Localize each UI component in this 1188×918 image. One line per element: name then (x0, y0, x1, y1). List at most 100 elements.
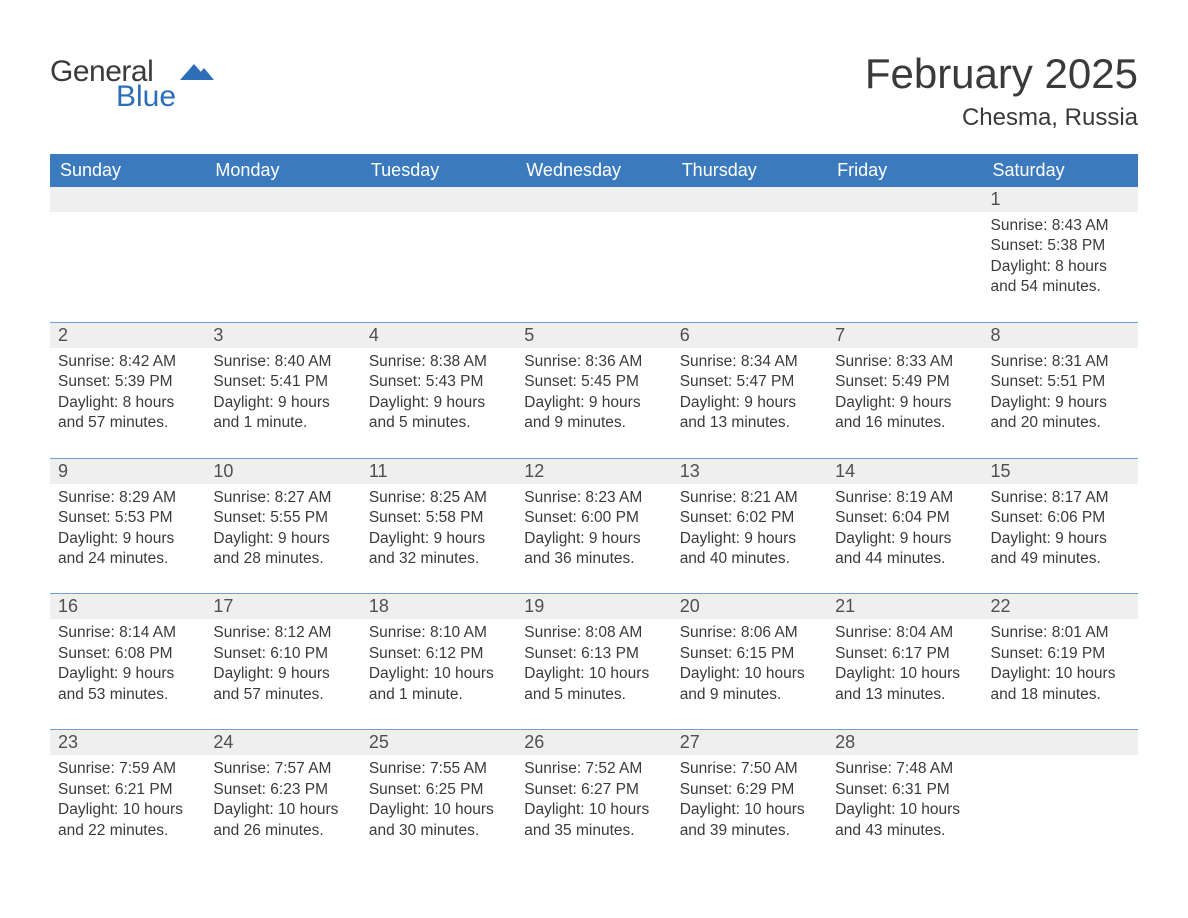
calendar-day: 4Sunrise: 8:38 AMSunset: 5:43 PMDaylight… (361, 323, 516, 458)
day-number: 18 (361, 594, 516, 619)
calendar-day-empty (672, 187, 827, 322)
sunrise-text: Sunrise: 8:31 AM (991, 352, 1130, 372)
calendar-week: 2Sunrise: 8:42 AMSunset: 5:39 PMDaylight… (50, 322, 1138, 458)
calendar-day: 11Sunrise: 8:25 AMSunset: 5:58 PMDayligh… (361, 459, 516, 594)
sunset-text: Sunset: 5:58 PM (369, 508, 508, 528)
day-details: Sunrise: 8:04 AMSunset: 6:17 PMDaylight:… (827, 619, 982, 705)
day-number: 19 (516, 594, 671, 619)
day-details: Sunrise: 8:12 AMSunset: 6:10 PMDaylight:… (205, 619, 360, 705)
sunset-text: Sunset: 5:49 PM (835, 372, 974, 392)
day-number: 9 (50, 459, 205, 484)
calendar-day: 16Sunrise: 8:14 AMSunset: 6:08 PMDayligh… (50, 594, 205, 729)
daylight-text: Daylight: 9 hours and 13 minutes. (680, 393, 819, 434)
day-details: Sunrise: 8:23 AMSunset: 6:00 PMDaylight:… (516, 484, 671, 570)
day-number: 8 (983, 323, 1138, 348)
daylight-text: Daylight: 9 hours and 28 minutes. (213, 529, 352, 570)
sunset-text: Sunset: 5:51 PM (991, 372, 1130, 392)
sunrise-text: Sunrise: 8:29 AM (58, 488, 197, 508)
calendar-day: 24Sunrise: 7:57 AMSunset: 6:23 PMDayligh… (205, 730, 360, 865)
day-number: 24 (205, 730, 360, 755)
weeks-container: 1Sunrise: 8:43 AMSunset: 5:38 PMDaylight… (50, 187, 1138, 865)
location-label: Chesma, Russia (865, 104, 1138, 132)
daylight-text: Daylight: 10 hours and 1 minute. (369, 664, 508, 705)
sunset-text: Sunset: 6:02 PM (680, 508, 819, 528)
brand-logo: General Blue (50, 58, 214, 111)
sunset-text: Sunset: 6:04 PM (835, 508, 974, 528)
sunrise-text: Sunrise: 8:27 AM (213, 488, 352, 508)
sunset-text: Sunset: 6:17 PM (835, 644, 974, 664)
daylight-text: Daylight: 9 hours and 40 minutes. (680, 529, 819, 570)
calendar-day: 21Sunrise: 8:04 AMSunset: 6:17 PMDayligh… (827, 594, 982, 729)
day-number: 14 (827, 459, 982, 484)
calendar-day-empty (50, 187, 205, 322)
sunrise-text: Sunrise: 7:50 AM (680, 759, 819, 779)
calendar-day: 1Sunrise: 8:43 AMSunset: 5:38 PMDaylight… (983, 187, 1138, 322)
day-number: 5 (516, 323, 671, 348)
day-details: Sunrise: 7:48 AMSunset: 6:31 PMDaylight:… (827, 755, 982, 841)
day-details: Sunrise: 8:36 AMSunset: 5:45 PMDaylight:… (516, 348, 671, 434)
calendar-day: 6Sunrise: 8:34 AMSunset: 5:47 PMDaylight… (672, 323, 827, 458)
day-number: 13 (672, 459, 827, 484)
day-number: 27 (672, 730, 827, 755)
daylight-text: Daylight: 9 hours and 16 minutes. (835, 393, 974, 434)
sunset-text: Sunset: 5:38 PM (991, 236, 1130, 256)
sunrise-text: Sunrise: 8:04 AM (835, 623, 974, 643)
sunrise-text: Sunrise: 8:42 AM (58, 352, 197, 372)
sunrise-text: Sunrise: 7:59 AM (58, 759, 197, 779)
calendar-day: 7Sunrise: 8:33 AMSunset: 5:49 PMDaylight… (827, 323, 982, 458)
month-title: February 2025 (865, 50, 1138, 98)
sunrise-text: Sunrise: 8:21 AM (680, 488, 819, 508)
sunset-text: Sunset: 6:23 PM (213, 780, 352, 800)
sunset-text: Sunset: 6:06 PM (991, 508, 1130, 528)
calendar-day: 12Sunrise: 8:23 AMSunset: 6:00 PMDayligh… (516, 459, 671, 594)
sunset-text: Sunset: 5:55 PM (213, 508, 352, 528)
calendar-day-empty (516, 187, 671, 322)
sunrise-text: Sunrise: 8:36 AM (524, 352, 663, 372)
logo-text: General Blue (50, 58, 176, 111)
day-number: 23 (50, 730, 205, 755)
daylight-text: Daylight: 9 hours and 44 minutes. (835, 529, 974, 570)
daylight-text: Daylight: 10 hours and 9 minutes. (680, 664, 819, 705)
day-number: 10 (205, 459, 360, 484)
dow-monday: Monday (205, 154, 360, 187)
daylight-text: Daylight: 9 hours and 9 minutes. (524, 393, 663, 434)
sunset-text: Sunset: 5:43 PM (369, 372, 508, 392)
day-number (983, 730, 1138, 755)
day-details (50, 212, 205, 296)
sunrise-text: Sunrise: 7:48 AM (835, 759, 974, 779)
sunset-text: Sunset: 6:21 PM (58, 780, 197, 800)
daylight-text: Daylight: 9 hours and 36 minutes. (524, 529, 663, 570)
calendar-day: 22Sunrise: 8:01 AMSunset: 6:19 PMDayligh… (983, 594, 1138, 729)
day-details: Sunrise: 8:25 AMSunset: 5:58 PMDaylight:… (361, 484, 516, 570)
sunrise-text: Sunrise: 8:43 AM (991, 216, 1130, 236)
sunset-text: Sunset: 6:10 PM (213, 644, 352, 664)
day-details: Sunrise: 8:08 AMSunset: 6:13 PMDaylight:… (516, 619, 671, 705)
day-details: Sunrise: 8:31 AMSunset: 5:51 PMDaylight:… (983, 348, 1138, 434)
day-details: Sunrise: 8:43 AMSunset: 5:38 PMDaylight:… (983, 212, 1138, 298)
calendar-day: 17Sunrise: 8:12 AMSunset: 6:10 PMDayligh… (205, 594, 360, 729)
sunset-text: Sunset: 5:39 PM (58, 372, 197, 392)
calendar-day: 14Sunrise: 8:19 AMSunset: 6:04 PMDayligh… (827, 459, 982, 594)
day-details: Sunrise: 8:14 AMSunset: 6:08 PMDaylight:… (50, 619, 205, 705)
daylight-text: Daylight: 10 hours and 39 minutes. (680, 800, 819, 841)
sunrise-text: Sunrise: 8:14 AM (58, 623, 197, 643)
sunrise-text: Sunrise: 8:17 AM (991, 488, 1130, 508)
day-details (827, 212, 982, 296)
day-number: 16 (50, 594, 205, 619)
day-details: Sunrise: 7:57 AMSunset: 6:23 PMDaylight:… (205, 755, 360, 841)
calendar-day: 10 Sunrise: 8:27 AMSunset: 5:55 PMDayligh… (205, 459, 360, 594)
sunrise-text: Sunrise: 8:25 AM (369, 488, 508, 508)
daylight-text: Daylight: 10 hours and 43 minutes. (835, 800, 974, 841)
calendar-day: 28Sunrise: 7:48 AMSunset: 6:31 PMDayligh… (827, 730, 982, 865)
calendar-day: 15Sunrise: 8:17 AMSunset: 6:06 PMDayligh… (983, 459, 1138, 594)
day-details: Sunrise: 8:21 AMSunset: 6:02 PMDaylight:… (672, 484, 827, 570)
sunrise-text: Sunrise: 8:23 AM (524, 488, 663, 508)
calendar-day: 3Sunrise: 8:40 AMSunset: 5:41 PMDaylight… (205, 323, 360, 458)
calendar-day: 25Sunrise: 7:55 AMSunset: 6:25 PMDayligh… (361, 730, 516, 865)
day-number (50, 187, 205, 212)
day-details: Sunrise: 8:06 AMSunset: 6:15 PMDaylight:… (672, 619, 827, 705)
calendar-week: 1Sunrise: 8:43 AMSunset: 5:38 PMDaylight… (50, 187, 1138, 322)
day-number (516, 187, 671, 212)
sunset-text: Sunset: 6:12 PM (369, 644, 508, 664)
day-details (205, 212, 360, 296)
